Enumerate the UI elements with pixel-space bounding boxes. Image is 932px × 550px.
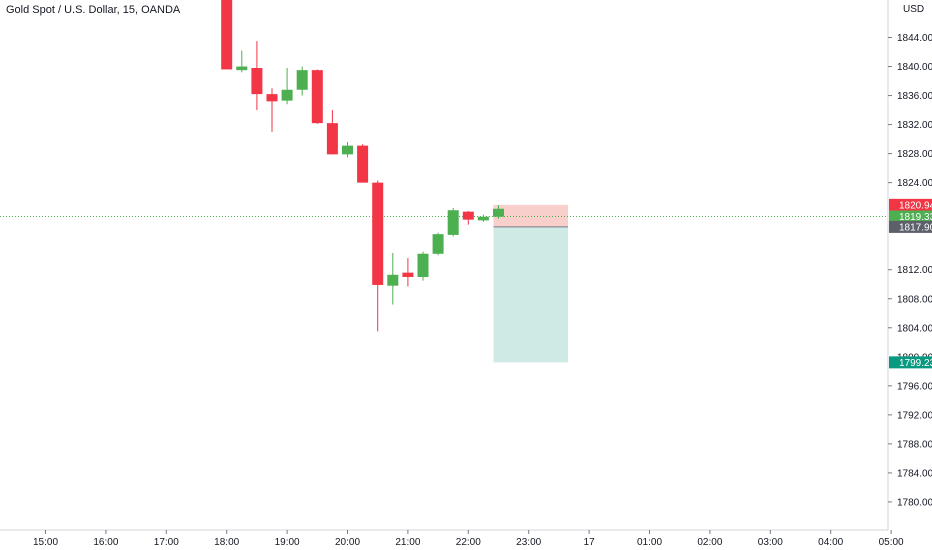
x-tick-label: 02:00	[697, 537, 722, 548]
x-tick-label: 22:00	[456, 537, 481, 548]
x-tick-label: 23:00	[516, 537, 541, 548]
x-tick-label: 15:00	[33, 537, 58, 548]
candle-body	[447, 210, 459, 235]
candle-body	[236, 66, 248, 71]
target-price-badge: 1799.233	[889, 356, 932, 369]
entry-price-badge: 1817.903	[889, 220, 932, 233]
candle	[432, 232, 444, 256]
x-tick-label: 05:00	[879, 537, 904, 548]
x-tick-label: 17	[584, 537, 596, 548]
x-tick-label: 21:00	[395, 537, 420, 548]
chart-title: Gold Spot / U.S. Dollar, 15, OANDA	[6, 4, 181, 16]
x-tick-label: 01:00	[637, 537, 662, 548]
candle-body	[311, 70, 323, 124]
candle	[236, 50, 248, 73]
candle	[402, 258, 414, 287]
price-badges: 1800.0001820.9401819.33001:231817.903179…	[889, 198, 932, 369]
y-tick-label: 1804.000	[897, 323, 932, 334]
candle	[251, 41, 263, 111]
candle	[342, 142, 353, 158]
candle-body	[251, 67, 263, 95]
risk-zone[interactable]	[493, 204, 568, 227]
target-price-badge-bg	[889, 356, 932, 369]
y-tick-label: 1824.000	[897, 178, 932, 189]
stop-price-badge-label: 1820.940	[899, 200, 932, 211]
candle	[326, 110, 338, 155]
x-tick-label: 17:00	[154, 537, 179, 548]
candle	[417, 251, 429, 281]
candle-body	[266, 94, 278, 102]
candle	[493, 205, 504, 219]
candle	[296, 66, 308, 96]
candle	[387, 253, 399, 305]
candle-body	[296, 70, 308, 90]
candle	[311, 69, 323, 124]
candle-body	[357, 145, 369, 183]
currency-label[interactable]: USD	[903, 4, 924, 15]
x-tick-label: 03:00	[758, 537, 783, 548]
y-tick-label: 1812.000	[897, 265, 932, 276]
candle-body	[221, 0, 233, 70]
candle-body	[417, 253, 429, 277]
candle-body	[477, 216, 489, 221]
x-tick-label: 18:00	[214, 537, 239, 548]
candle-body	[326, 123, 338, 155]
candle	[357, 144, 369, 183]
stop-price-badge-bg	[889, 198, 932, 211]
last-price-badge-label: 1819.330	[899, 212, 932, 223]
y-tick-label: 1792.000	[897, 410, 932, 421]
candle	[281, 67, 293, 105]
y-tick-label: 1788.000	[897, 439, 932, 450]
candle-body	[402, 272, 414, 277]
y-tick-label: 1844.000	[897, 33, 932, 44]
x-tick-label: 16:00	[93, 537, 118, 548]
reward-zone[interactable]	[493, 226, 568, 363]
candle-body	[462, 211, 474, 220]
stop-price-badge: 1820.940	[889, 198, 932, 211]
candle-body	[342, 145, 353, 155]
y-tick-label: 1828.000	[897, 149, 932, 160]
target-price-badge-label: 1799.233	[899, 358, 932, 369]
candlestick-series	[221, 0, 504, 332]
candle	[221, 0, 233, 70]
entry-price-badge-label: 1817.903	[899, 222, 932, 233]
candle-body	[372, 182, 384, 285]
x-tick-label: 20:00	[335, 537, 360, 548]
candle-body	[493, 208, 504, 217]
candle	[266, 88, 278, 132]
candle-body	[387, 274, 399, 286]
y-tick-label: 1832.000	[897, 120, 932, 131]
candle-body	[432, 234, 444, 254]
candle	[372, 180, 384, 332]
candle-body	[281, 89, 293, 101]
y-tick-label: 1808.000	[897, 294, 932, 305]
y-tick-label: 1780.000	[897, 497, 932, 508]
y-tick-label: 1796.000	[897, 381, 932, 392]
candle	[462, 210, 474, 225]
y-tick-label: 1840.000	[897, 62, 932, 73]
candle	[477, 214, 489, 222]
x-tick-label: 04:00	[818, 537, 843, 548]
entry-price-badge-bg	[889, 220, 932, 233]
x-tick-label: 19:00	[275, 537, 300, 548]
position-tool[interactable]	[493, 204, 568, 363]
y-tick-label: 1836.000	[897, 91, 932, 102]
candle	[447, 208, 459, 237]
y-tick-label: 1784.000	[897, 468, 932, 479]
